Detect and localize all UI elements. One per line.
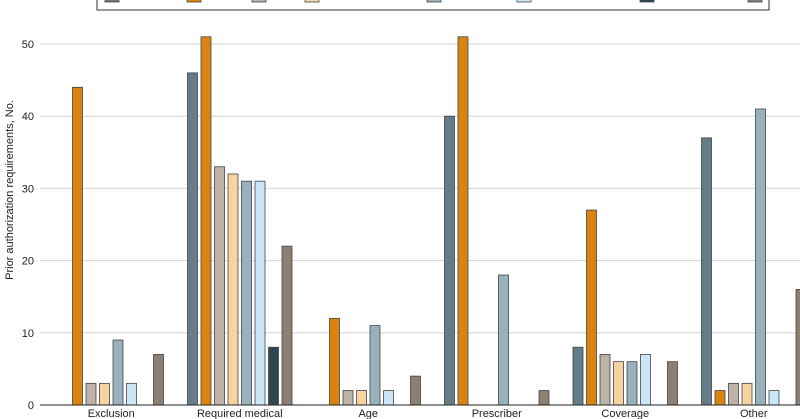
bar — [586, 209, 597, 406]
bar — [281, 245, 293, 406]
legend-swatch — [304, 0, 320, 3]
bar — [768, 390, 780, 406]
legend-swatch — [516, 0, 532, 3]
legend-swatch — [104, 0, 120, 3]
gridlines — [40, 43, 800, 334]
bar — [572, 346, 584, 406]
bar — [383, 390, 394, 406]
y-tick-label: 50 — [22, 39, 34, 51]
bar — [187, 72, 198, 406]
bar — [613, 361, 624, 406]
bar — [356, 390, 367, 406]
bar — [153, 354, 164, 406]
bar — [701, 137, 712, 406]
x-tick-label: Other — [740, 408, 768, 419]
bar — [227, 173, 239, 406]
legend-swatch — [186, 0, 202, 3]
bar — [599, 354, 611, 406]
y-tick-label: 20 — [22, 256, 34, 268]
bar — [457, 36, 469, 406]
bars — [72, 36, 800, 406]
y-tick-label: 0 — [28, 400, 34, 412]
y-tick-label: 40 — [22, 111, 34, 123]
bar — [755, 108, 766, 406]
y-axis-ticks: 0 10 20 30 40 50 — [22, 39, 34, 412]
bar — [795, 289, 800, 406]
bar — [241, 180, 252, 406]
bar — [714, 390, 726, 406]
bar — [369, 325, 381, 406]
bar — [200, 36, 212, 406]
bar — [329, 317, 340, 406]
y-axis-title: Prior authorization requirements, No. — [4, 100, 16, 280]
bar — [99, 382, 110, 406]
x-tick-label: Required medical — [197, 408, 283, 419]
x-tick-label: Age — [358, 408, 378, 419]
x-tick-label: Prescriber — [472, 408, 522, 419]
legend — [96, 0, 770, 11]
legend-swatch — [747, 0, 763, 3]
bar — [342, 390, 354, 406]
x-tick-label: Coverage — [601, 408, 649, 419]
bar — [268, 346, 279, 406]
bar — [626, 361, 638, 406]
bar — [667, 361, 678, 406]
x-axis-labels: Exclusion Required medical Age Prescriber Co… — [88, 408, 768, 419]
legend-swatch — [426, 0, 442, 3]
bar — [214, 166, 225, 406]
legend-box — [96, 0, 770, 11]
bar — [728, 382, 739, 406]
bar — [126, 382, 137, 406]
bar — [254, 180, 266, 406]
y-tick-label: 10 — [22, 328, 34, 340]
bar — [640, 354, 651, 406]
bar — [538, 390, 550, 406]
bar — [498, 274, 509, 406]
legend-swatch — [639, 0, 655, 3]
bar — [410, 375, 421, 406]
bar — [112, 339, 124, 406]
bar — [72, 86, 83, 406]
y-tick-label: 30 — [22, 183, 34, 195]
bar — [444, 115, 455, 406]
bar — [85, 382, 97, 406]
bar — [741, 382, 753, 406]
x-tick-label: Exclusion — [88, 408, 135, 419]
legend-swatch — [251, 0, 267, 3]
